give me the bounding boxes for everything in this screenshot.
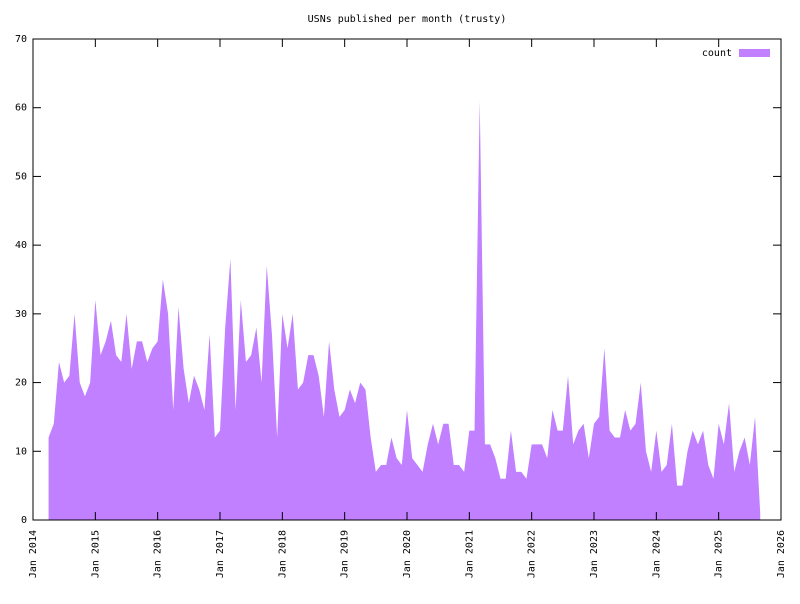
x-tick-label: Jan 2018 — [277, 530, 288, 578]
x-tick-label: Jan 2015 — [90, 530, 101, 578]
y-tick-label: 70 — [15, 34, 27, 45]
x-tick-label: Jan 2025 — [714, 530, 725, 578]
x-tick-label: Jan 2026 — [776, 530, 787, 578]
x-tick-label: Jan 2023 — [589, 530, 600, 578]
area — [48, 100, 761, 520]
x-tick-label: Jan 2021 — [464, 530, 475, 578]
y-tick-label: 40 — [15, 240, 27, 251]
x-tick-label: Jan 2016 — [153, 530, 164, 578]
y-tick-label: 60 — [15, 103, 27, 114]
legend-swatch — [739, 49, 770, 57]
chart-title: USNs published per month (trusty) — [308, 14, 507, 25]
x-tick-label: Jan 2024 — [651, 530, 662, 578]
x-tick-label: Jan 2014 — [28, 530, 39, 578]
y-tick-label: 30 — [15, 309, 27, 320]
legend-label: count — [702, 48, 732, 59]
x-tick-label: Jan 2020 — [402, 530, 413, 578]
x-tick-label: Jan 2022 — [527, 530, 538, 578]
y-tick-label: 10 — [15, 446, 27, 457]
y-tick-label: 0 — [21, 515, 27, 526]
x-tick-label: Jan 2019 — [340, 530, 351, 578]
x-tick-label: Jan 2017 — [215, 530, 226, 578]
y-tick-label: 20 — [15, 378, 27, 389]
y-tick-label: 50 — [15, 171, 27, 182]
